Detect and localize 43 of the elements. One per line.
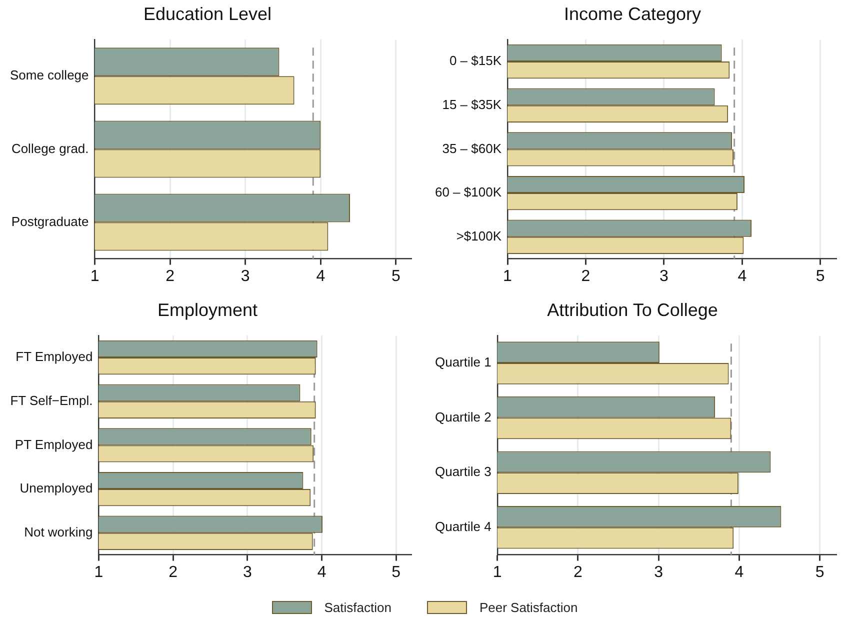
y-tick-label: Quartile 2 (434, 409, 492, 424)
y-tick-label: 0 – $15K (449, 53, 502, 68)
x-tick-label: 3 (242, 564, 252, 581)
chart-title: Attribution To College (547, 300, 718, 320)
legend-label: Peer Satisfaction (479, 600, 578, 615)
x-tick-label: 4 (316, 268, 326, 285)
x-tick-label: 1 (94, 564, 104, 581)
y-tick-label: 60 – $100K (434, 184, 502, 200)
x-tick-label: 1 (492, 564, 502, 581)
x-tick-label: 2 (581, 268, 590, 285)
x-tick-label: 3 (654, 564, 664, 581)
x-tick-label: 1 (503, 268, 512, 285)
chart-title: Education Level (143, 4, 272, 24)
x-tick-label: 4 (317, 564, 326, 581)
x-tick-label: 2 (166, 268, 175, 285)
x-tick-label: 4 (738, 268, 747, 285)
y-tick-label: PT Employed (14, 436, 93, 452)
y-tick-label: Not working (24, 524, 93, 540)
x-tick-label: 5 (816, 268, 825, 285)
y-tick-label: 15 – $35K (442, 96, 502, 112)
y-tick-label: Postgraduate (11, 214, 89, 229)
y-tick-label: Unemployed (20, 480, 93, 496)
x-tick-label: 3 (659, 268, 668, 285)
y-tick-label: College grad. (11, 140, 89, 156)
y-tick-label: Quartile 3 (434, 464, 492, 480)
x-tick-label: 2 (168, 564, 178, 581)
y-tick-label: Quartile 1 (434, 354, 492, 370)
chart-title: Income Category (564, 4, 702, 24)
x-tick-label: 5 (815, 564, 824, 581)
x-tick-label: 5 (391, 268, 400, 285)
x-tick-label: 4 (734, 564, 744, 581)
y-tick-label: FT Employed (16, 349, 93, 364)
legend-label: Satisfaction (324, 600, 392, 615)
y-tick-label: FT Self−Empl. (10, 392, 93, 408)
y-tick-label: Some college (10, 68, 89, 83)
x-tick-label: 1 (90, 268, 100, 285)
x-tick-label: 5 (392, 564, 401, 581)
x-tick-label: 2 (574, 564, 583, 581)
y-tick-label: >$100K (456, 228, 502, 244)
y-tick-label: 35 – $60K (442, 140, 502, 156)
x-tick-label: 3 (240, 268, 250, 285)
chart-title: Employment (157, 300, 258, 320)
y-tick-label: Quartile 4 (434, 518, 492, 534)
